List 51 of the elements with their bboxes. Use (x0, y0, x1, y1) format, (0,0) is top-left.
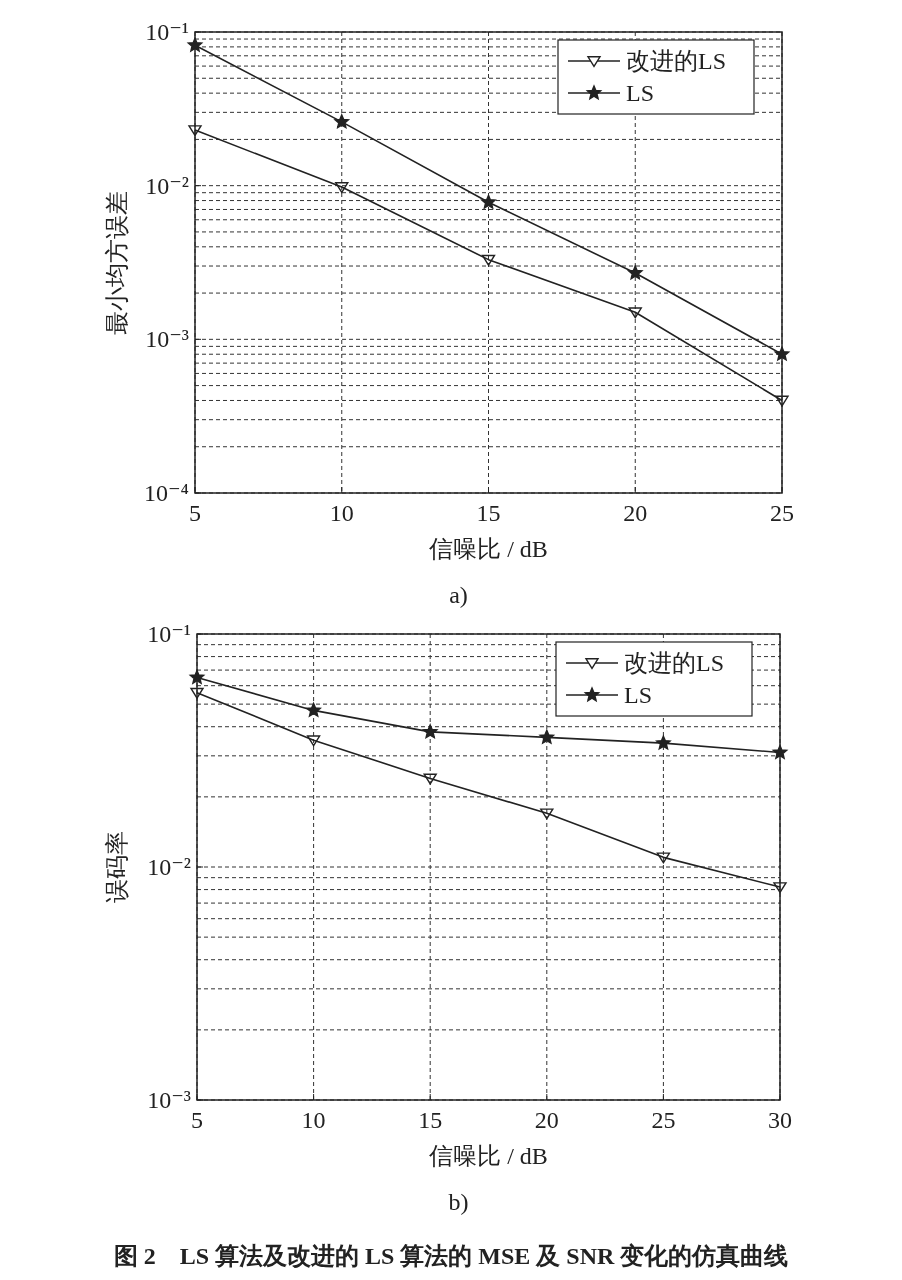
point (306, 735, 321, 747)
y-tick-label: 10⁻² (147, 854, 191, 880)
x-tick-label: 10 (329, 500, 354, 526)
y-axis-title: 误码率 (104, 831, 130, 903)
point (189, 669, 205, 684)
y-tick-label: 10⁻¹ (145, 19, 189, 45)
y-tick-label: 10⁻¹ (147, 621, 191, 647)
x-axis-title: 信噪比 / dB (429, 536, 548, 562)
point (422, 724, 438, 739)
legend-label: 改进的LS (624, 650, 725, 676)
point (774, 346, 790, 361)
point (187, 37, 203, 52)
text: b) (448, 1189, 469, 1215)
y-axis-title: 最小均方误差 (104, 190, 130, 335)
point (423, 773, 437, 785)
point (539, 729, 555, 744)
point (775, 395, 789, 407)
point (335, 182, 349, 194)
x-tick-label: 20 (623, 500, 648, 526)
caption: 图 2 LS 算法及改进的 LS 算法的 MSE 及 SNR 变化的仿真曲线 (113, 1243, 789, 1269)
point (773, 882, 787, 894)
point (540, 808, 554, 820)
x-tick-label: 5 (191, 1107, 203, 1133)
point (628, 307, 642, 319)
x-tick-label: 5 (189, 500, 201, 526)
point (627, 265, 643, 280)
legend-label: LS (624, 682, 653, 708)
y-tick-label: 10⁻⁴ (143, 480, 189, 506)
point (190, 687, 204, 699)
point (656, 735, 671, 750)
text: a) (449, 582, 468, 608)
x-tick-label: 30 (768, 1107, 792, 1133)
y-tick-label: 10⁻³ (147, 1087, 191, 1113)
y-tick-label: 10⁻² (145, 172, 189, 199)
x-tick-label: 15 (476, 500, 501, 526)
point (481, 254, 496, 266)
point (481, 194, 496, 209)
x-tick-label: 25 (651, 1107, 676, 1133)
point (188, 125, 202, 137)
y-tick-label: 10⁻³ (145, 326, 189, 353)
legend-label: 改进的LS (626, 48, 727, 74)
x-tick-label: 25 (770, 500, 794, 526)
legend-label: LS (626, 80, 655, 106)
x-tick-label: 15 (418, 1107, 443, 1133)
point (656, 852, 671, 864)
x-axis-title: 信噪比 / dB (429, 1143, 548, 1169)
x-tick-label: 20 (534, 1107, 559, 1133)
point (306, 702, 321, 717)
x-tick-label: 10 (301, 1107, 326, 1133)
point (334, 114, 350, 129)
point (772, 744, 788, 759)
